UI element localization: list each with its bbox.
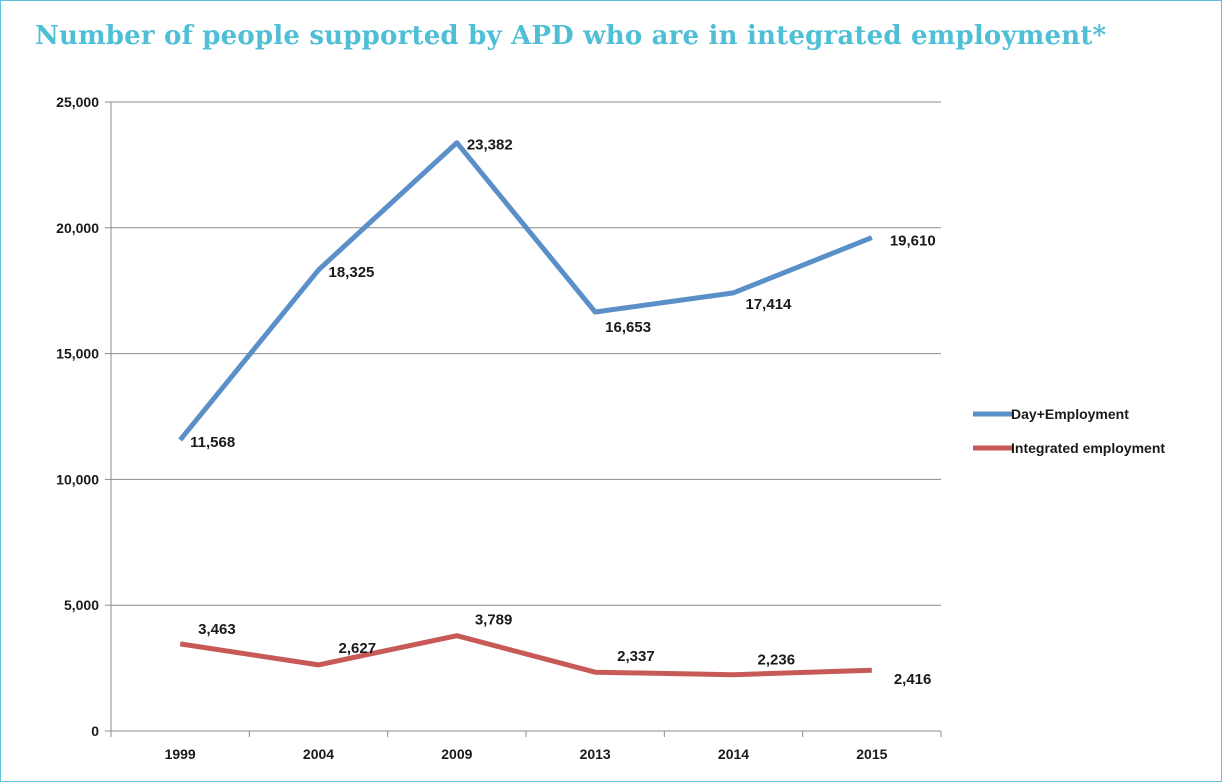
legend-label: Integrated employment <box>1011 440 1165 456</box>
data-label: 11,568 <box>190 434 235 451</box>
data-label: 17,414 <box>746 296 793 313</box>
data-label: 3,789 <box>475 612 513 629</box>
data-labels: 11,568 18,325 23,382 16,653 17,414 19,610 3,46… <box>190 137 936 689</box>
data-label: 19,610 <box>890 233 936 250</box>
y-tick-label: 10,000 <box>56 471 99 487</box>
data-label: 2,416 <box>894 671 932 688</box>
legend: Day+Employment Integrated employment <box>973 406 1165 456</box>
x-tick-label: 2013 <box>580 746 611 762</box>
legend-label: Day+Employment <box>1011 406 1129 422</box>
axes: 0 5,000 10,000 15,000 20,000 25,000 1999 2004 20… <box>56 94 942 762</box>
data-label: 3,463 <box>198 621 236 638</box>
y-tick-label: 5,000 <box>64 597 99 613</box>
chart-title: Number of people supported by APD who ar… <box>35 21 1107 51</box>
x-tick-label: 1999 <box>165 746 196 762</box>
y-tick-label: 15,000 <box>56 346 99 362</box>
series-line-2 <box>179 633 872 678</box>
data-label: 16,653 <box>605 319 651 336</box>
data-label: 2,236 <box>758 652 796 669</box>
series-line-1 <box>178 140 873 442</box>
y-tick-label: 0 <box>91 723 99 739</box>
x-tick-label: 2004 <box>303 746 334 762</box>
y-tick-label: 20,000 <box>56 220 99 236</box>
data-label: 2,337 <box>617 648 655 665</box>
data-label: 2,627 <box>339 640 377 657</box>
data-label: 23,382 <box>467 137 513 154</box>
y-tick-label: 25,000 <box>56 94 99 110</box>
x-tick-label: 2015 <box>856 746 887 762</box>
series <box>178 140 873 678</box>
x-tick-label: 2014 <box>718 746 749 762</box>
x-tick-label: 2009 <box>441 746 472 762</box>
gridlines <box>111 101 941 606</box>
data-label: 18,325 <box>329 264 375 281</box>
